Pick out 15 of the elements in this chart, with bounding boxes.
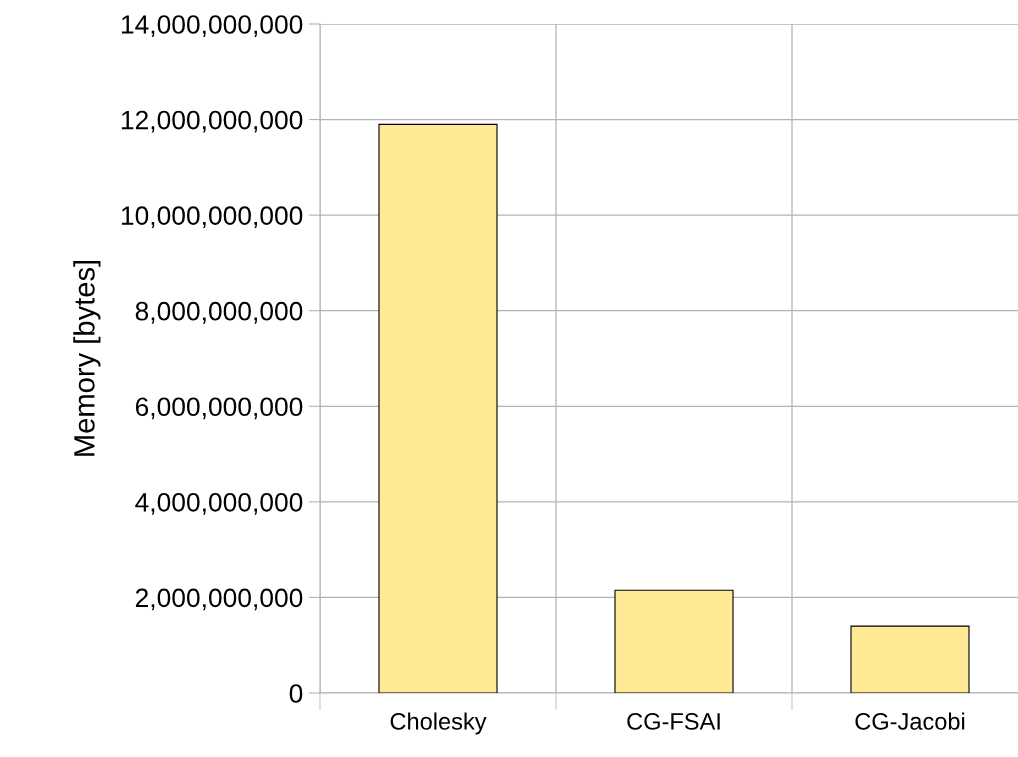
y-tick-label: 8,000,000,000 [135,301,303,324]
x-tick-label: CG-Jacobi [855,712,965,730]
y-tick-label: 0 [289,684,303,703]
bar [850,625,970,693]
x-tick-label: Cholesky [390,712,487,735]
bar [378,123,498,693]
y-tick-label: 4,000,000,000 [135,492,303,515]
bar [614,589,734,693]
y-tick-label: 10,000,000,000 [121,206,303,229]
y-tick-label: 14,000,000,000 [121,15,303,37]
y-axis-title: Memory [bytes] [73,260,101,456]
y-tick-label: 6,000,000,000 [135,397,303,420]
x-tick-label: CG-FSAI [627,713,720,730]
y-tick-label: 12,000,000,000 [121,110,303,133]
y-tick-label: 2,000,000,000 [135,588,303,611]
